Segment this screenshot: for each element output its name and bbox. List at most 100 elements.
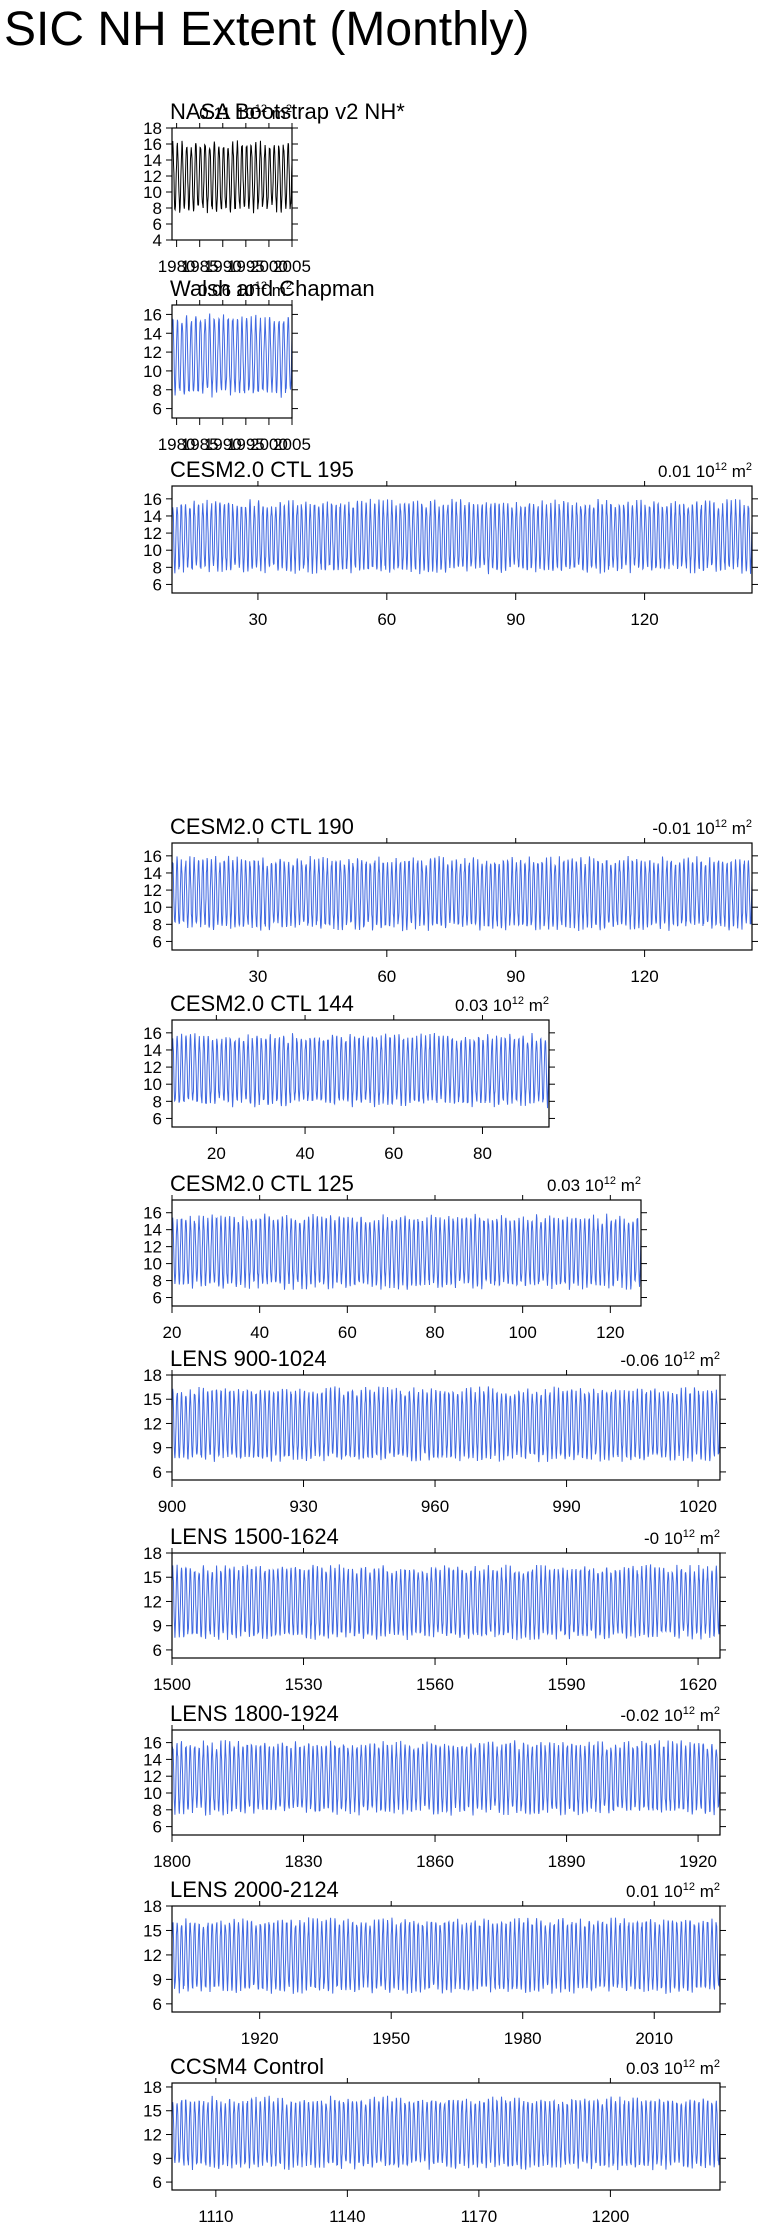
trend-label: -0 1012 m2: [644, 1528, 720, 1548]
series-line: [171, 140, 293, 214]
trend-trend: 0.11 10: [199, 104, 254, 123]
y-tick-label: 14: [143, 1041, 162, 1060]
plot-frame: [171, 1552, 721, 1659]
trend-trend-unit-exp: 2: [746, 818, 752, 830]
y-tick-label: 8: [153, 915, 162, 934]
y-tick-label: 6: [153, 215, 162, 234]
x-tick-label: 40: [296, 1144, 315, 1163]
series-line: [171, 1213, 642, 1290]
trend-label: 0.03 1012 m2: [455, 995, 549, 1015]
y-tick-label: 6: [153, 1109, 162, 1128]
y-tick-label: 16: [143, 847, 162, 866]
chart-title: CESM2.0 CTL 144: [170, 991, 354, 1016]
chart-title: CCSM4 Control: [170, 2054, 324, 2079]
x-tick-label: 120: [630, 967, 658, 986]
plot-frame: [171, 127, 293, 241]
trend-trend-unit-exp: 2: [714, 1528, 720, 1540]
x-tick-label: 1110: [198, 2207, 233, 2226]
x-tick-label: 1995: [227, 435, 265, 454]
y-tick-label: 12: [143, 1767, 162, 1786]
plot-frame: [171, 304, 293, 419]
y-tick-label: 6: [153, 1289, 162, 1308]
x-tick-label: 1890: [548, 1852, 586, 1871]
x-tick-label: 1170: [461, 2207, 498, 2226]
chart-title: LENS 1800-1924: [170, 1701, 339, 1726]
y-tick-label: 12: [143, 2126, 162, 2145]
y-tick-label: 12: [143, 1058, 162, 1077]
y-tick-label: 14: [143, 324, 162, 343]
x-tick-label: 20: [163, 1323, 182, 1342]
trend-trend-unit-exp: 2: [286, 280, 292, 292]
y-tick-label: 12: [143, 1592, 162, 1611]
trend-trend-exp: 12: [683, 1350, 695, 1362]
trend-trend: 0.03 10: [626, 2059, 683, 2078]
trend-label: 0.06 1012 m2: [198, 280, 292, 300]
x-tick-label: 1920: [241, 2029, 279, 2048]
y-tick-label: 9: [153, 2149, 162, 2168]
y-tick-label: 12: [143, 1946, 162, 1965]
trend-label: 0.01 1012 m2: [626, 1881, 720, 1901]
x-tick-label: 1860: [416, 1852, 454, 1871]
trend-trend-unit: m: [695, 1351, 714, 1370]
y-tick-label: 16: [143, 1024, 162, 1043]
trend-label: 0.03 1012 m2: [547, 1175, 641, 1195]
x-tick-label: 1920: [679, 1852, 717, 1871]
chart-title: LENS 900-1024: [170, 1346, 327, 1371]
y-tick-label: 14: [143, 507, 162, 526]
y-tick-label: 16: [143, 1204, 162, 1223]
plot-frame: [171, 1374, 721, 1481]
trend-trend-unit: m: [524, 996, 543, 1015]
trend-trend: 0.06 10: [198, 281, 255, 300]
trend-trend: 0.01 10: [658, 462, 715, 481]
y-tick-label: 6: [153, 2173, 162, 2192]
page-title: SIC NH Extent (Monthly): [4, 3, 530, 56]
trend-trend-unit: m: [267, 281, 286, 300]
trend-trend-unit: m: [727, 462, 746, 481]
y-tick-label: 16: [143, 1734, 162, 1753]
trend-trend: -0.06 10: [620, 1351, 682, 1370]
y-tick-label: 6: [153, 1995, 162, 2014]
trend-trend-exp: 12: [512, 995, 524, 1007]
y-tick-label: 9: [153, 1970, 162, 1989]
x-tick-label: 1980: [158, 435, 196, 454]
x-tick-label: 1800: [153, 1852, 191, 1871]
trend-trend-unit-exp: 2: [714, 1881, 720, 1893]
y-tick-label: 12: [143, 1238, 162, 1257]
trend-label: -0.02 1012 m2: [620, 1705, 720, 1725]
series-line: [171, 1740, 721, 1816]
x-tick-label: 2005: [273, 257, 311, 276]
trend-trend-exp: 12: [604, 1175, 616, 1187]
trend-trend-unit: m: [695, 1706, 714, 1725]
x-tick-label: 2000: [250, 257, 288, 276]
series-line: [171, 1917, 721, 1994]
x-tick-label: 1985: [181, 435, 219, 454]
y-tick-label: 10: [143, 1784, 162, 1803]
trend-trend-exp: 12: [683, 1705, 695, 1717]
x-tick-label: 20: [207, 1144, 226, 1163]
trend-trend: -0.02 10: [620, 1706, 682, 1725]
series-line: [171, 313, 293, 398]
y-tick-label: 16: [143, 135, 162, 154]
x-tick-label: 1590: [548, 1675, 586, 1694]
y-tick-label: 6: [153, 575, 162, 594]
y-tick-label: 4: [153, 231, 162, 250]
series-line: [171, 2095, 721, 2171]
y-tick-label: 18: [143, 119, 162, 138]
x-tick-label: 60: [377, 610, 396, 629]
trend-trend-unit-exp: 2: [543, 995, 549, 1007]
plot-frame: [171, 485, 753, 594]
x-tick-label: 1560: [416, 1675, 454, 1694]
x-tick-label: 1530: [285, 1675, 323, 1694]
y-tick-label: 8: [153, 1092, 162, 1111]
y-tick-label: 18: [143, 2078, 162, 2097]
plot-frame: [171, 2082, 721, 2191]
plot-frame: [171, 1905, 721, 2013]
x-tick-label: 900: [158, 1497, 186, 1516]
y-tick-label: 18: [143, 1544, 162, 1563]
y-tick-label: 8: [153, 1801, 162, 1820]
